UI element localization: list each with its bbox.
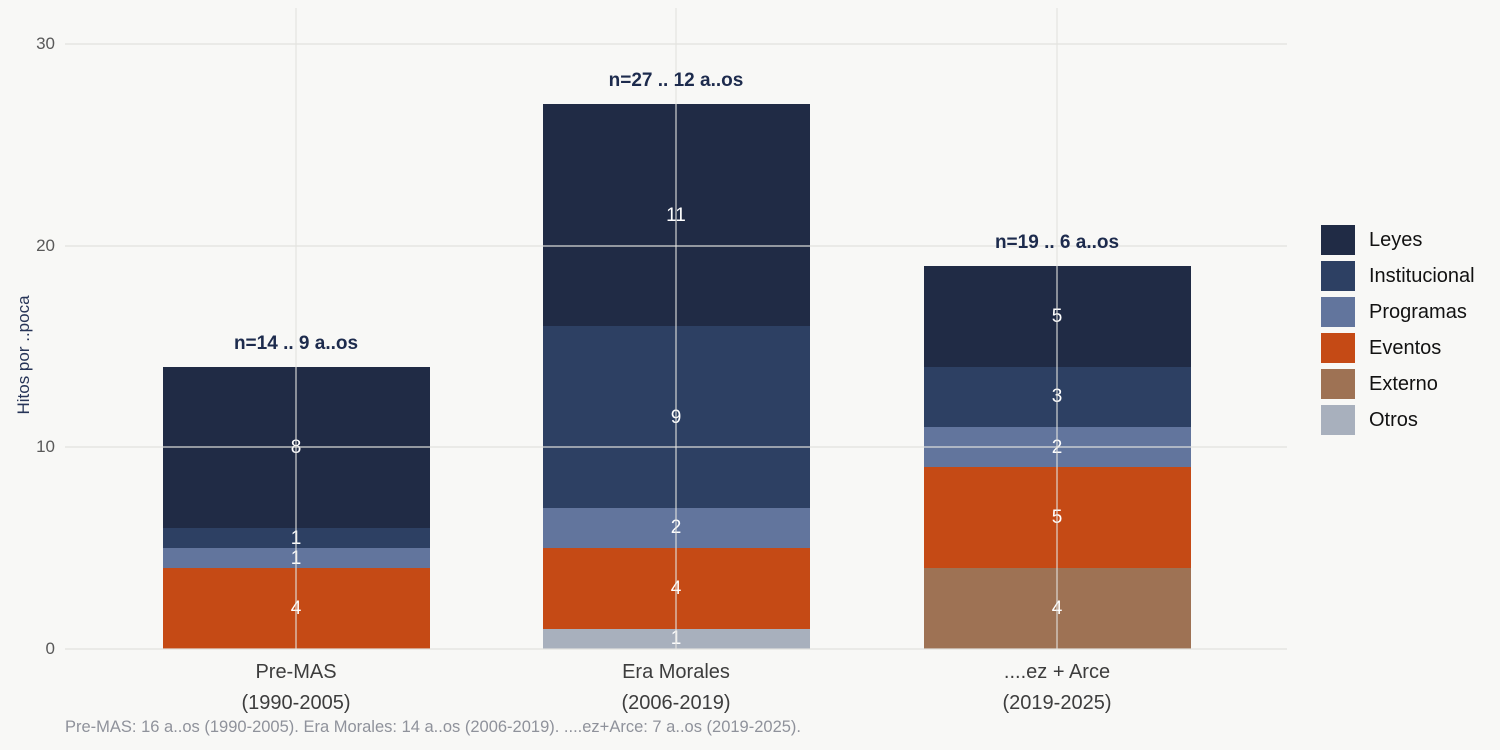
bar-value-label: 3 [1051,386,1063,408]
y-tick-label: 10 [36,437,55,457]
legend-label: Leyes [1369,228,1423,251]
bar-total-annotation: n=27 .. 12 a..os [608,70,744,92]
bar-segment-leyes: 11 [542,104,810,327]
legend-swatch [1321,297,1355,327]
y-axis-title: Hitos por ..poca [14,295,33,415]
legend-swatch [1321,261,1355,291]
bar-value-label: 2 [670,517,682,539]
legend-swatch [1321,333,1355,363]
bar-segment-externo: 4 [923,568,1191,649]
legend-label: Otros [1369,408,1418,431]
x-axis-label-line1: Pre-MAS [255,661,337,683]
x-axis-label: Pre-MAS (1990-2005) [106,657,486,719]
bar-segment-programas: 2 [542,507,810,549]
bar-value-label: 11 [666,204,686,226]
y-tick-label: 0 [45,639,55,658]
bar-value-label: 4 [1051,598,1063,620]
x-axis-label-line1: Era Morales [622,661,730,683]
bar-segment-institucional: 1 [162,527,430,549]
bar-segment-otros: 1 [542,628,810,650]
bar-value-label: 1 [670,628,682,650]
x-axis-label-line1: ....ez + Arce [1003,661,1111,683]
bar-segment-eventos: 4 [542,548,810,629]
bar-segment-leyes: 5 [923,265,1191,367]
bar-segment-eventos: 5 [923,467,1191,569]
bar-value-label: 5 [1051,305,1063,327]
bar-total-annotation: n=19 .. 6 a..os [994,231,1120,253]
bar-segment-institucional: 9 [542,326,810,508]
bar-segment-programas: 1 [162,547,430,569]
bar-segment-eventos: 4 [162,568,430,649]
bar-segment-leyes: 8 [162,366,430,528]
plot-area: 4 1 1 8 1 4 2 9 11 4 5 2 3 5 n=14 .. 9 a..os n=27 .. 12… [65,8,1287,650]
legend-label: Externo [1369,372,1438,395]
y-tick-label: 30 [36,33,55,53]
legend-item-externo: Externo [1321,369,1475,399]
bar-value-label: 4 [290,598,302,620]
bar-value-label: 5 [1051,507,1063,529]
legend: Leyes Institucional Programas Eventos Extern… [1321,225,1475,441]
legend-item-eventos: Eventos [1321,333,1475,363]
bar-value-label: 1 [290,527,302,549]
legend-item-institucional: Institucional [1321,261,1475,291]
h-gridline [65,42,1287,45]
x-axis-label-line2: (1990-2005) [241,692,351,714]
x-axis-label: Era Morales (2006-2019) [486,657,866,719]
bar-value-label: 9 [670,406,682,428]
bar-segment-institucional: 3 [923,366,1191,428]
bar-value-label: 1 [290,547,302,569]
legend-swatch [1321,369,1355,399]
bar-value-label: 2 [1051,436,1063,458]
bar-total-annotation: n=14 .. 9 a..os [233,332,359,354]
bar-value-label: 4 [670,578,682,599]
legend-item-leyes: Leyes [1321,225,1475,255]
legend-label: Eventos [1369,336,1442,359]
x-axis-label-line2: (2006-2019) [621,692,731,714]
bar-value-label: 8 [290,436,302,458]
x-axis-label-line2: (2019-2025) [1002,692,1112,714]
legend-label: Institucional [1369,264,1475,287]
footnote-caption: Pre-MAS: 16 a..os (1990-2005). Era Moral… [65,718,802,736]
legend-label: Programas [1369,300,1467,323]
y-tick-label: 20 [36,235,55,255]
legend-swatch [1321,225,1355,255]
legend-item-programas: Programas [1321,297,1475,327]
bar-segment-programas: 2 [923,427,1191,468]
legend-item-otros: Otros [1321,405,1475,435]
x-axis-label: ....ez + Arce (2019-2025) [867,657,1247,719]
legend-swatch [1321,405,1355,435]
